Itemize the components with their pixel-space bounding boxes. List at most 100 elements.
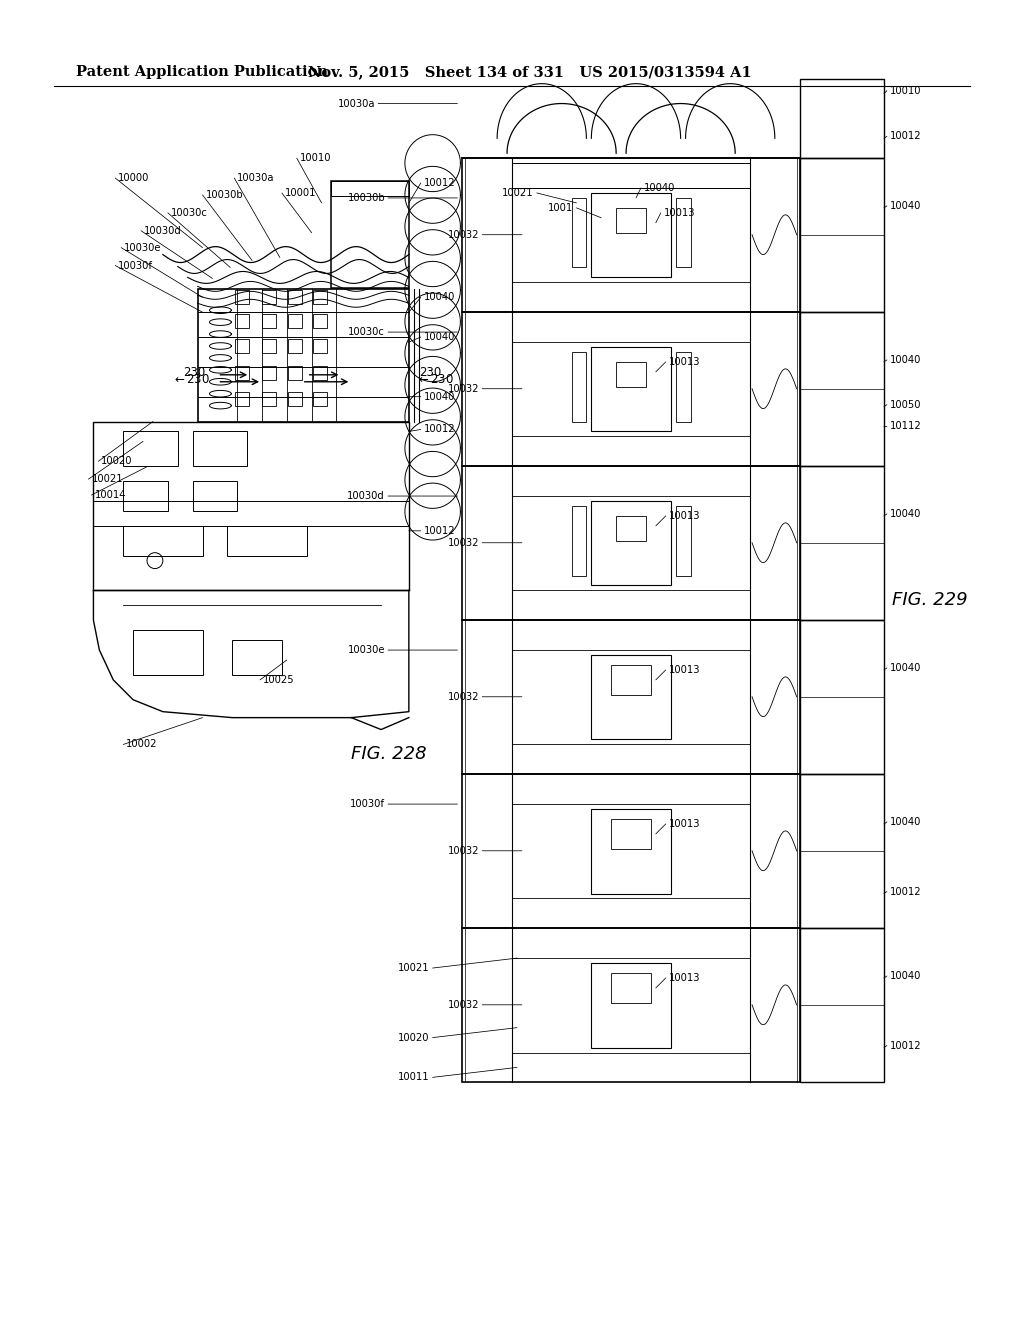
Text: 10021: 10021 bbox=[398, 964, 430, 973]
Text: 10021: 10021 bbox=[91, 474, 123, 484]
Text: 10040: 10040 bbox=[890, 510, 922, 519]
Bar bbox=[236, 392, 249, 405]
Text: 10013: 10013 bbox=[664, 207, 695, 218]
Bar bbox=[198, 289, 409, 421]
Text: 10000: 10000 bbox=[118, 173, 150, 183]
Bar bbox=[193, 432, 247, 466]
Text: 10012: 10012 bbox=[424, 178, 456, 187]
Text: 10040: 10040 bbox=[424, 333, 455, 342]
Bar bbox=[800, 313, 884, 466]
Text: 10012: 10012 bbox=[424, 425, 456, 434]
Text: 10032: 10032 bbox=[447, 384, 479, 393]
Bar bbox=[571, 506, 587, 576]
Text: 10032: 10032 bbox=[447, 230, 479, 240]
Text: 10013: 10013 bbox=[669, 665, 700, 675]
Text: 10030e: 10030e bbox=[347, 645, 385, 655]
Bar bbox=[236, 290, 249, 305]
Bar bbox=[312, 392, 327, 405]
Text: 10030d: 10030d bbox=[144, 226, 182, 236]
Text: 10012: 10012 bbox=[890, 131, 922, 141]
Text: 10040: 10040 bbox=[424, 292, 455, 302]
Bar bbox=[193, 480, 238, 511]
Bar bbox=[800, 928, 884, 1082]
Bar bbox=[463, 158, 800, 313]
Text: 10002: 10002 bbox=[126, 739, 158, 750]
Bar bbox=[332, 181, 409, 288]
Text: FIG. 229: FIG. 229 bbox=[892, 591, 968, 610]
Text: 10030d: 10030d bbox=[347, 491, 385, 502]
Bar bbox=[571, 352, 587, 421]
Bar bbox=[123, 525, 203, 556]
Text: 10021: 10021 bbox=[502, 187, 534, 198]
Bar bbox=[123, 480, 168, 511]
Bar bbox=[800, 158, 884, 313]
Bar bbox=[463, 928, 800, 1082]
Text: 10032: 10032 bbox=[447, 999, 479, 1010]
Bar bbox=[676, 352, 690, 421]
Text: 10013: 10013 bbox=[669, 818, 700, 829]
Bar bbox=[262, 366, 275, 380]
Text: 10030f: 10030f bbox=[350, 799, 385, 809]
Text: 10025: 10025 bbox=[263, 675, 295, 685]
Text: 10030b: 10030b bbox=[347, 193, 385, 203]
Bar bbox=[262, 314, 275, 329]
Text: 10030e: 10030e bbox=[124, 243, 162, 252]
Text: 10013: 10013 bbox=[669, 511, 700, 521]
Text: 10001: 10001 bbox=[285, 187, 316, 198]
Bar bbox=[611, 818, 651, 849]
Text: 10040: 10040 bbox=[890, 817, 922, 826]
Text: 10032: 10032 bbox=[447, 537, 479, 548]
Bar bbox=[288, 290, 302, 305]
Text: Nov. 5, 2015   Sheet 134 of 331   US 2015/0313594 A1: Nov. 5, 2015 Sheet 134 of 331 US 2015/03… bbox=[308, 65, 752, 79]
Bar bbox=[591, 347, 671, 432]
Bar bbox=[236, 366, 249, 380]
Bar bbox=[133, 630, 203, 675]
Bar bbox=[611, 665, 651, 694]
Bar bbox=[800, 775, 884, 928]
Bar bbox=[571, 198, 587, 268]
Text: 10030f: 10030f bbox=[118, 260, 154, 271]
Bar bbox=[232, 640, 282, 675]
Bar bbox=[616, 207, 646, 232]
Bar bbox=[591, 964, 671, 1048]
Bar bbox=[227, 525, 306, 556]
Bar bbox=[332, 181, 409, 195]
Bar bbox=[312, 339, 327, 352]
Text: 10011: 10011 bbox=[398, 1072, 430, 1082]
Bar bbox=[591, 502, 671, 586]
Text: 10040: 10040 bbox=[890, 355, 922, 364]
Bar bbox=[288, 366, 302, 380]
Bar bbox=[611, 973, 651, 1003]
Bar bbox=[463, 466, 800, 620]
Text: 10032: 10032 bbox=[447, 846, 479, 855]
Bar bbox=[591, 809, 671, 894]
Bar bbox=[236, 314, 249, 329]
Text: 230: 230 bbox=[419, 367, 441, 379]
Bar bbox=[262, 290, 275, 305]
Text: Patent Application Publication: Patent Application Publication bbox=[76, 65, 328, 79]
Text: 10013: 10013 bbox=[669, 356, 700, 367]
Text: 10030a: 10030a bbox=[238, 173, 274, 183]
Bar bbox=[591, 193, 671, 277]
Bar bbox=[800, 620, 884, 775]
Bar bbox=[262, 392, 275, 405]
Bar bbox=[591, 655, 671, 739]
Bar bbox=[676, 506, 690, 576]
Text: 10030b: 10030b bbox=[206, 190, 243, 199]
Bar bbox=[616, 362, 646, 387]
Text: 10030c: 10030c bbox=[348, 327, 385, 337]
Bar bbox=[288, 339, 302, 352]
Text: 10030c: 10030c bbox=[171, 207, 208, 218]
Bar bbox=[236, 339, 249, 352]
Text: 10013: 10013 bbox=[669, 973, 700, 983]
Bar bbox=[93, 421, 409, 590]
Text: 10012: 10012 bbox=[424, 525, 456, 536]
Text: 10040: 10040 bbox=[890, 972, 922, 981]
Text: $\leftarrow$230: $\leftarrow$230 bbox=[416, 374, 454, 387]
Text: 10040: 10040 bbox=[424, 392, 455, 401]
Text: 10030a: 10030a bbox=[338, 99, 375, 108]
Bar bbox=[288, 314, 302, 329]
Bar bbox=[123, 432, 178, 466]
Text: 10010: 10010 bbox=[300, 153, 331, 164]
Bar bbox=[676, 198, 690, 268]
